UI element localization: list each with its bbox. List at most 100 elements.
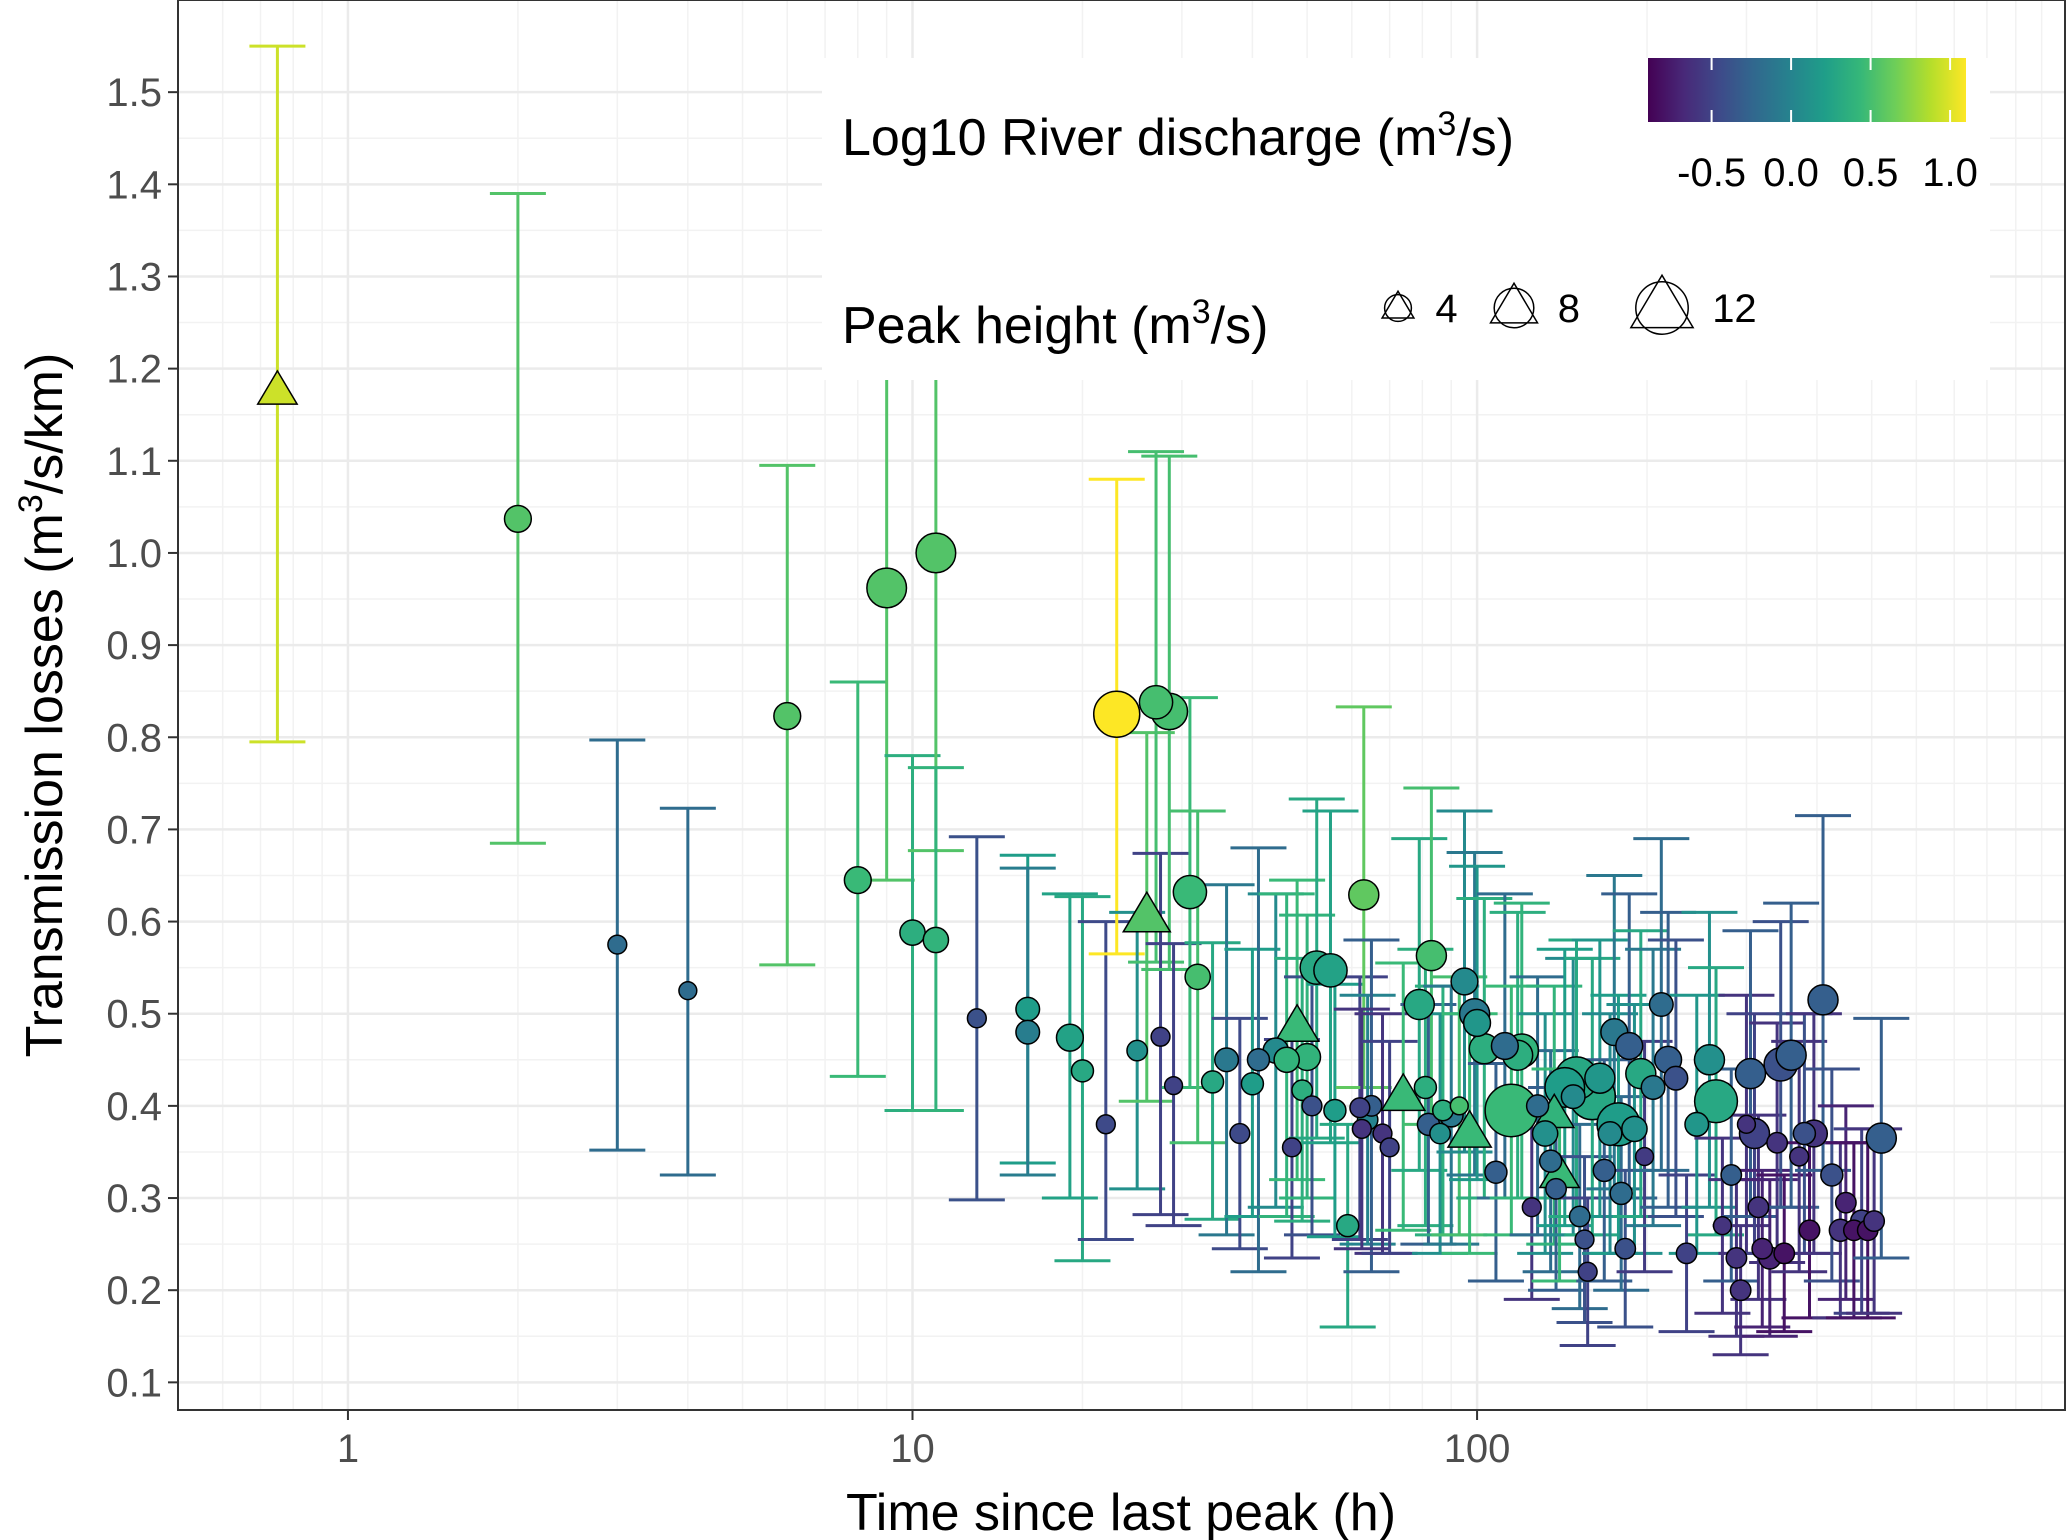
point-circle: [1865, 1122, 1898, 1154]
point-circle: [922, 926, 950, 954]
y-tick-label: 0.4: [106, 1085, 162, 1129]
point-circle: [1545, 1177, 1567, 1200]
point-circle: [1798, 1219, 1821, 1242]
size-key-circle: [1383, 293, 1413, 323]
point-circle: [1574, 1229, 1595, 1250]
size-key-circle: [1493, 287, 1535, 329]
point-circle: [1597, 1120, 1623, 1147]
point-circle: [1413, 1075, 1438, 1100]
colorbar-tick-label: 1.0: [1922, 151, 1978, 195]
point-circle: [773, 701, 802, 731]
size-key-triangle: [1380, 289, 1416, 319]
y-tick-label: 0.8: [106, 716, 162, 760]
point-circle: [1729, 1279, 1752, 1302]
point-circle: [899, 919, 926, 946]
point-circle: [1531, 1120, 1559, 1147]
y-tick-label: 1.4: [106, 163, 162, 207]
point-circle: [1751, 1237, 1774, 1260]
point-circle: [1313, 953, 1348, 988]
point-circle: [1172, 874, 1208, 910]
point-circle: [1055, 1023, 1085, 1052]
point-circle: [1429, 1122, 1452, 1145]
colorbar-tick-label: 0.0: [1763, 151, 1819, 195]
point-circle: [1095, 1114, 1116, 1135]
point-circle: [1323, 1098, 1347, 1123]
data-points: [256, 369, 1898, 1302]
point-circle: [1577, 1261, 1598, 1282]
point-circle: [1592, 1158, 1617, 1183]
point-circle: [1490, 1031, 1520, 1061]
plot-border: [177, 0, 2066, 1411]
point-triangle: [1380, 1072, 1427, 1112]
point-circle: [1820, 1163, 1844, 1187]
point-circle: [1070, 1059, 1095, 1083]
colorbar-title: Log10 River discharge (m3/s): [842, 105, 1514, 167]
point-circle: [1150, 1026, 1171, 1047]
point-circle: [1240, 1072, 1265, 1096]
point-circle: [1450, 967, 1479, 996]
y-tick-label: 0.9: [106, 624, 162, 668]
x-tick-label: 1: [337, 1427, 359, 1471]
point-circle: [1789, 1146, 1810, 1167]
point-circle: [1736, 1114, 1757, 1134]
point-circle: [1126, 1039, 1149, 1062]
point-circle: [843, 865, 872, 895]
point-triangle: [1446, 1109, 1493, 1148]
point-circle: [1462, 1008, 1492, 1038]
point-circle: [1712, 1216, 1733, 1236]
point-circle: [1484, 1160, 1508, 1184]
point-circle: [1747, 1196, 1770, 1219]
y-axis: 0.1 0.2 0.3 0.4 0.5 0.6 0.7 0.8 0.9 1.0 1.1 1.2 1.3 1…: [106, 71, 178, 1405]
x-axis-title: Time since last peak (h): [846, 1484, 1396, 1540]
y-tick-label: 0.1: [106, 1361, 162, 1405]
point-circle: [1766, 1131, 1789, 1154]
point-circle: [1807, 984, 1839, 1016]
y-tick-label: 1.2: [106, 348, 162, 392]
colorbar: [1648, 58, 1966, 122]
point-circle: [1403, 988, 1436, 1021]
point-circle: [1301, 1095, 1323, 1117]
point-circle: [866, 567, 908, 609]
point-circle: [1214, 1047, 1240, 1073]
point-circle: [1415, 939, 1448, 972]
point-circle: [1560, 1084, 1586, 1110]
y-axis-title: Transmission losses (m3/s/km): [12, 353, 74, 1058]
y-tick-label: 1.0: [106, 532, 162, 576]
y-tick-label: 0.6: [106, 901, 162, 945]
point-circle: [503, 504, 533, 533]
point-circle: [1834, 1191, 1857, 1214]
size-key-triangle: [1629, 273, 1695, 329]
point-circle: [1015, 1019, 1041, 1045]
point-circle: [1775, 1039, 1807, 1071]
point-circle: [1138, 684, 1174, 720]
x-tick-label: 10: [890, 1427, 935, 1471]
point-circle: [1675, 1242, 1698, 1265]
point-triangle: [1121, 890, 1172, 933]
y-tick-label: 0.2: [106, 1269, 162, 1313]
size-legend-keys: 4 8 12: [1380, 273, 1757, 335]
y-tick-label: 0.7: [106, 808, 162, 852]
point-circle: [1200, 1070, 1225, 1094]
point-circle: [1449, 1096, 1469, 1116]
point-circle: [678, 981, 698, 1001]
point-circle: [1693, 1044, 1726, 1076]
point-circle: [1863, 1210, 1886, 1233]
point-circle: [966, 1008, 987, 1029]
point-circle: [1163, 1075, 1184, 1096]
size-legend-title: Peak height (m3/s): [842, 293, 1268, 355]
y-tick-label: 1.5: [106, 71, 162, 115]
point-circle: [1648, 991, 1674, 1018]
colorbar-tick-label: 0.5: [1843, 151, 1899, 195]
size-key-triangle: [1489, 281, 1539, 324]
point-triangle: [256, 369, 299, 405]
point-circle: [1584, 1062, 1616, 1094]
size-key-label: 8: [1558, 287, 1580, 331]
colorbar-ticks: -0.5 0.0 0.5 1.0: [1677, 58, 1978, 195]
point-circle: [1273, 1046, 1301, 1074]
point-circle: [1348, 879, 1380, 911]
x-axis: 1 10 100: [337, 1410, 1510, 1471]
y-tick-label: 1.1: [106, 440, 162, 484]
y-tick-label: 0.3: [106, 1177, 162, 1221]
size-key-label: 12: [1712, 287, 1757, 331]
